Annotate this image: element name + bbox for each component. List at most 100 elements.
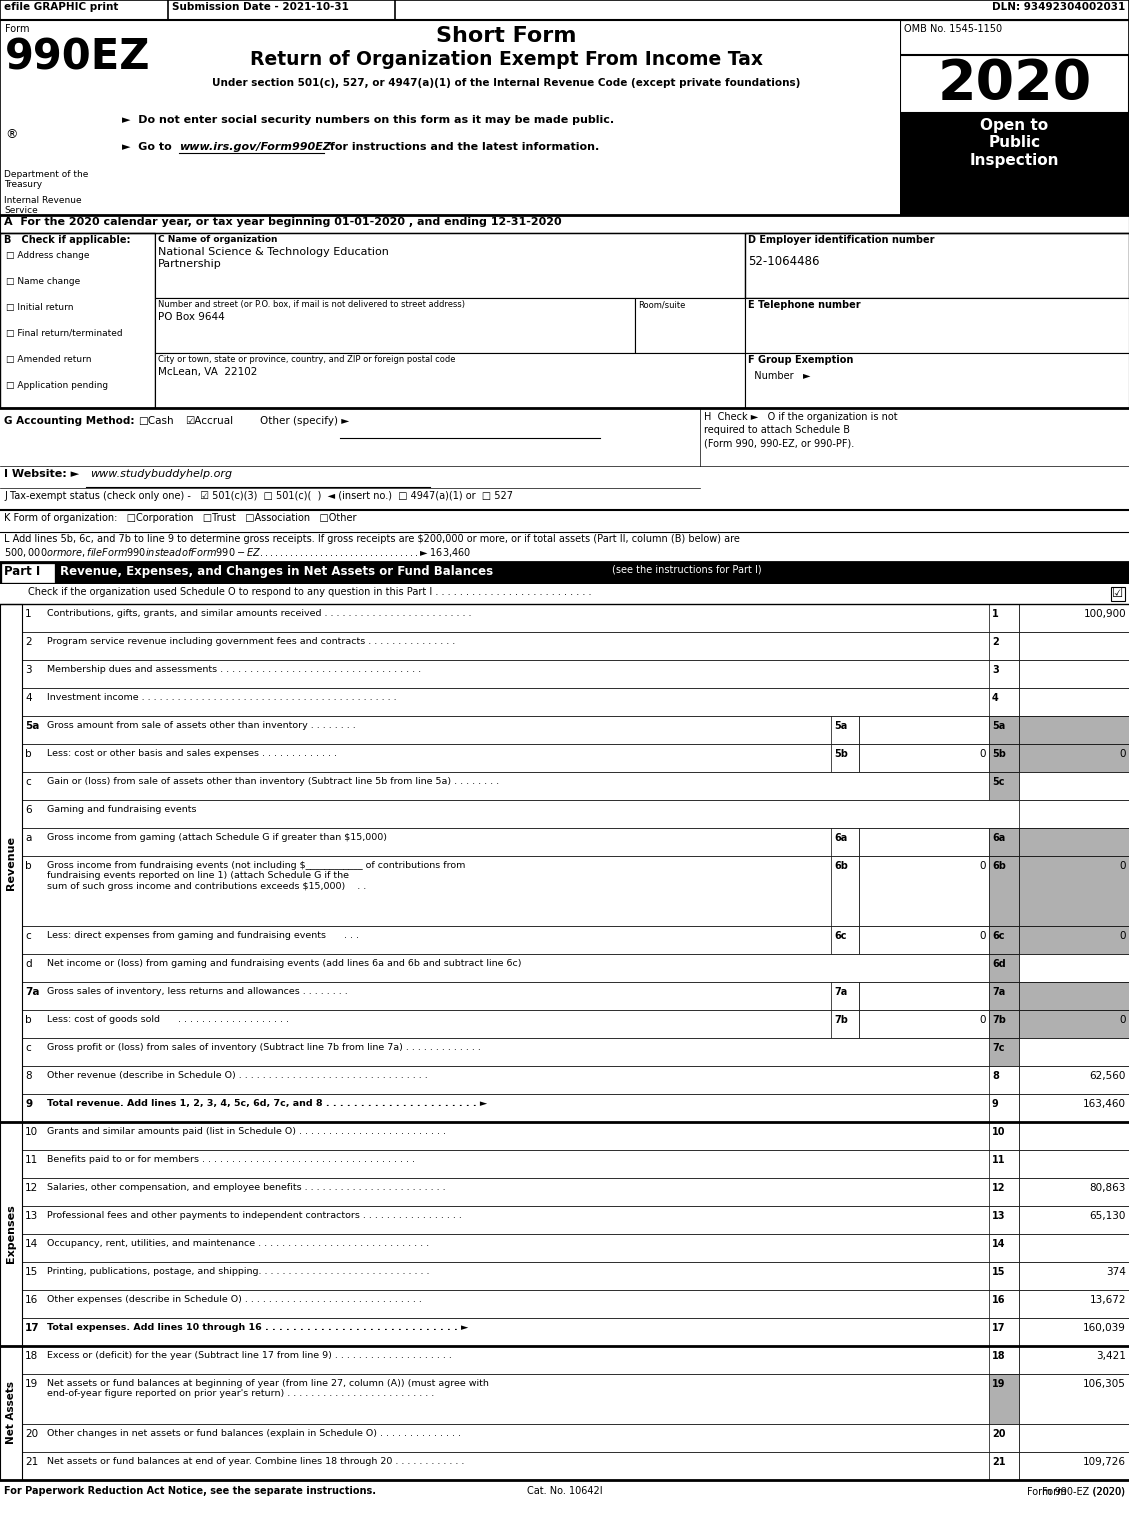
Bar xyxy=(900,55,1129,113)
Text: Net assets or fund balances at end of year. Combine lines 18 through 20 . . . . : Net assets or fund balances at end of ye… xyxy=(47,1456,464,1466)
Text: A  For the 2020 calendar year, or tax year beginning 01-01-2020 , and ending 12-: A For the 2020 calendar year, or tax yea… xyxy=(5,217,561,227)
Bar xyxy=(0,584,1129,604)
Bar xyxy=(1019,660,1129,688)
Text: Professional fees and other payments to independent contractors . . . . . . . . : Professional fees and other payments to … xyxy=(47,1211,462,1220)
Text: Other expenses (describe in Schedule O) . . . . . . . . . . . . . . . . . . . . : Other expenses (describe in Schedule O) … xyxy=(47,1295,422,1304)
Text: K Form of organization:   □Corporation   □Trust   □Association   □Other: K Form of organization: □Corporation □Tr… xyxy=(5,512,357,523)
Text: 0: 0 xyxy=(1120,930,1126,941)
Bar xyxy=(21,1066,1129,1093)
Bar xyxy=(1019,955,1129,982)
Text: Number and street (or P.O. box, if mail is not delivered to street address): Number and street (or P.O. box, if mail … xyxy=(158,300,465,310)
Text: 11: 11 xyxy=(25,1154,38,1165)
Bar xyxy=(831,1010,859,1039)
Text: E Telephone number: E Telephone number xyxy=(749,300,860,310)
Text: OMB No. 1545-1150: OMB No. 1545-1150 xyxy=(904,24,1003,34)
Bar xyxy=(21,1010,1129,1039)
Text: Part I: Part I xyxy=(5,564,41,578)
Bar xyxy=(859,828,989,856)
Bar xyxy=(989,717,1019,744)
Text: 990EZ: 990EZ xyxy=(5,37,150,78)
Bar xyxy=(21,717,1129,744)
Bar xyxy=(1019,1177,1129,1206)
Text: Gaming and fundraising events: Gaming and fundraising events xyxy=(47,805,196,814)
Bar xyxy=(21,1150,1129,1177)
Text: ☑Accrual: ☑Accrual xyxy=(185,416,233,425)
Text: Gross income from gaming (attach Schedule G if greater than $15,000): Gross income from gaming (attach Schedul… xyxy=(47,833,387,842)
Text: efile GRAPHIC print: efile GRAPHIC print xyxy=(5,2,119,12)
Bar xyxy=(21,801,1129,828)
Text: 2: 2 xyxy=(992,637,999,647)
Bar xyxy=(831,982,859,1010)
Bar xyxy=(831,717,859,744)
Text: (Form 990, 990-EZ, or 990-PF).: (Form 990, 990-EZ, or 990-PF). xyxy=(704,438,855,448)
Text: Return of Organization Exempt From Income Tax: Return of Organization Exempt From Incom… xyxy=(250,50,762,69)
Bar xyxy=(989,1263,1019,1290)
Bar xyxy=(2,564,54,583)
Bar xyxy=(1019,1010,1129,1039)
Bar xyxy=(1019,982,1129,1010)
Text: ®: ® xyxy=(5,128,18,140)
Text: City or town, state or province, country, and ZIP or foreign postal code: City or town, state or province, country… xyxy=(158,355,455,364)
Bar xyxy=(989,1066,1019,1093)
Bar xyxy=(989,631,1019,660)
Bar xyxy=(859,1010,989,1039)
Bar xyxy=(989,1177,1019,1206)
Text: Check if the organization used Schedule O to respond to any question in this Par: Check if the organization used Schedule … xyxy=(28,587,592,596)
Text: Less: cost or other basis and sales expenses . . . . . . . . . . . . .: Less: cost or other basis and sales expe… xyxy=(47,749,336,758)
Text: d: d xyxy=(25,959,32,968)
Text: Form 990-EZ (2020): Form 990-EZ (2020) xyxy=(1027,1485,1124,1496)
Bar xyxy=(745,297,1129,352)
Text: Total expenses. Add lines 10 through 16 . . . . . . . . . . . . . . . . . . . . : Total expenses. Add lines 10 through 16 … xyxy=(47,1324,469,1331)
Text: Form            (2020): Form (2020) xyxy=(1042,1485,1124,1496)
Text: L Add lines 5b, 6c, and 7b to line 9 to determine gross receipts. If gross recei: L Add lines 5b, 6c, and 7b to line 9 to … xyxy=(5,534,739,544)
Text: 9: 9 xyxy=(992,1100,999,1109)
Bar xyxy=(21,1039,1129,1066)
Text: 6b: 6b xyxy=(992,862,1006,871)
Bar xyxy=(0,532,1129,563)
Text: 5c: 5c xyxy=(992,778,1005,787)
Text: Gross income from fundraising events (not including $____________ of contributio: Gross income from fundraising events (no… xyxy=(47,862,465,891)
Text: 15: 15 xyxy=(992,1267,1006,1276)
Bar xyxy=(1019,1150,1129,1177)
Text: 0: 0 xyxy=(980,862,986,871)
Text: C Name of organization: C Name of organization xyxy=(158,235,278,244)
Text: 19: 19 xyxy=(992,1379,1006,1389)
Text: 17: 17 xyxy=(25,1324,40,1333)
Text: □ Final return/terminated: □ Final return/terminated xyxy=(6,329,123,339)
Text: 7a: 7a xyxy=(25,987,40,997)
Text: 21: 21 xyxy=(992,1456,1006,1467)
Text: a: a xyxy=(25,833,32,843)
Text: Short Form: Short Form xyxy=(436,26,576,46)
Bar xyxy=(989,1290,1019,1318)
Bar xyxy=(1019,772,1129,801)
Text: 3: 3 xyxy=(25,665,32,676)
Text: □ Amended return: □ Amended return xyxy=(6,355,91,364)
Text: Gross profit or (loss) from sales of inventory (Subtract line 7b from line 7a) .: Gross profit or (loss) from sales of inv… xyxy=(47,1043,481,1052)
Bar xyxy=(989,744,1019,772)
Bar xyxy=(0,168,112,215)
Text: 4: 4 xyxy=(25,692,32,703)
Text: □ Application pending: □ Application pending xyxy=(6,381,108,390)
Text: Grants and similar amounts paid (list in Schedule O) . . . . . . . . . . . . . .: Grants and similar amounts paid (list in… xyxy=(47,1127,446,1136)
Text: Investment income . . . . . . . . . . . . . . . . . . . . . . . . . . . . . . . : Investment income . . . . . . . . . . . … xyxy=(47,692,396,702)
Bar xyxy=(745,352,1129,409)
Text: 6: 6 xyxy=(25,805,32,814)
Bar xyxy=(0,1122,21,1347)
Bar xyxy=(21,1122,1129,1150)
Text: 7a: 7a xyxy=(834,987,847,997)
Text: 21: 21 xyxy=(25,1456,38,1467)
Bar xyxy=(1019,856,1129,926)
Bar xyxy=(1019,717,1129,744)
Text: 8: 8 xyxy=(25,1071,32,1081)
Text: 6a: 6a xyxy=(992,833,1005,843)
Text: Revenue: Revenue xyxy=(6,836,16,891)
Text: 106,305: 106,305 xyxy=(1083,1379,1126,1389)
Bar xyxy=(859,717,989,744)
Text: c: c xyxy=(25,930,30,941)
Bar xyxy=(21,1318,1129,1347)
Bar xyxy=(989,1452,1019,1479)
Text: Program service revenue including government fees and contracts . . . . . . . . : Program service revenue including govern… xyxy=(47,637,455,647)
Bar xyxy=(989,1424,1019,1452)
Bar xyxy=(989,1347,1019,1374)
Text: Form: Form xyxy=(5,24,29,34)
